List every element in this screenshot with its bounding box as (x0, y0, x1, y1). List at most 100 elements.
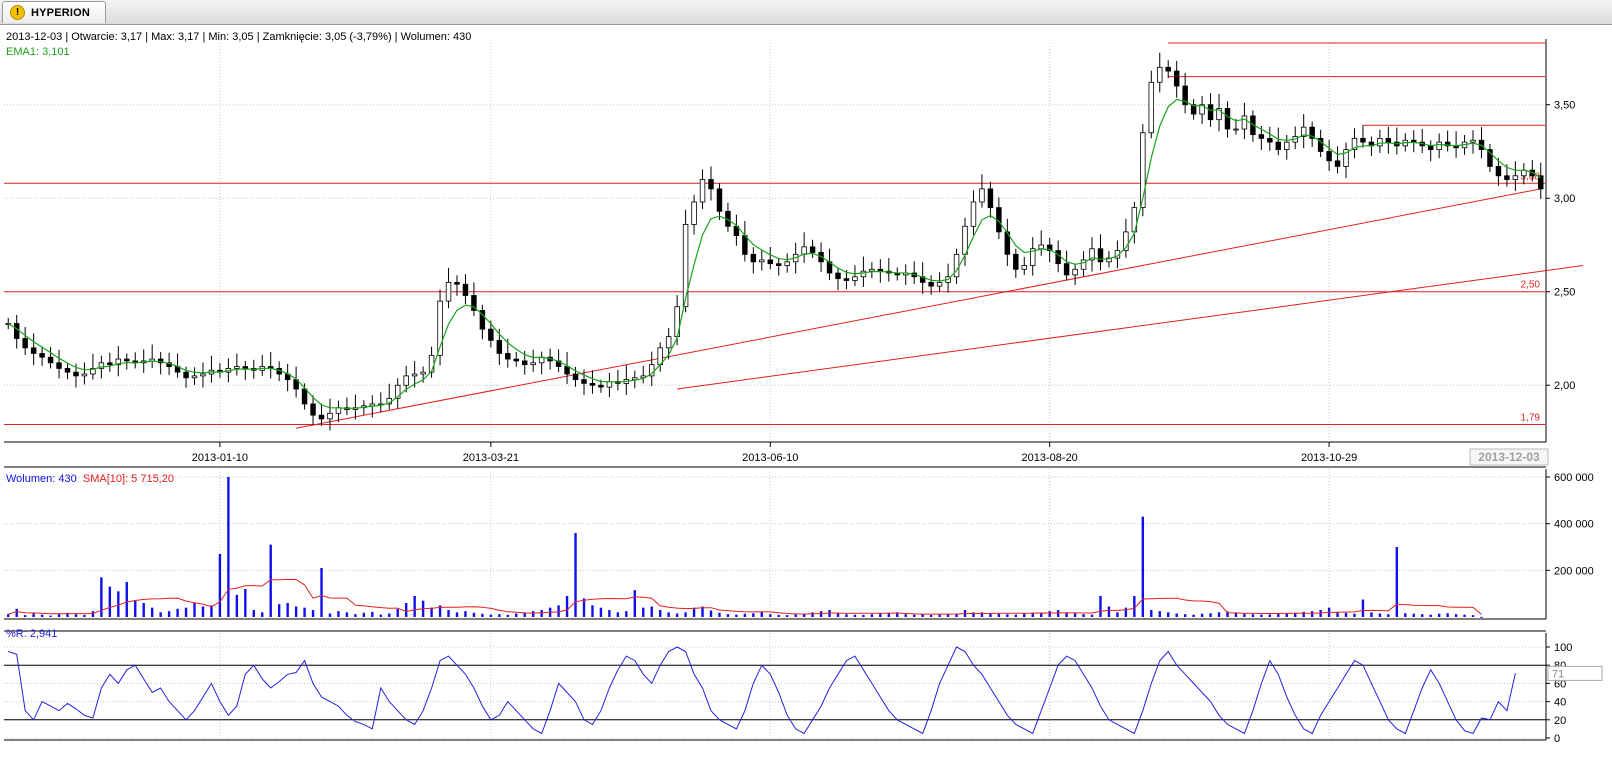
volume-bar (1167, 612, 1170, 617)
volume-bar (980, 612, 984, 617)
volume-bar (1048, 611, 1051, 617)
volume-bar (1217, 612, 1221, 617)
volume-bar (1353, 613, 1356, 617)
candle-body (521, 360, 528, 366)
volume-bar (252, 610, 255, 617)
candle-body (157, 358, 164, 364)
volume-bar (269, 544, 272, 617)
volume-bar (167, 611, 171, 617)
volume-bar (1437, 613, 1441, 617)
volume-bar (1463, 614, 1466, 617)
y-tick-label: 200 000 (1554, 565, 1594, 577)
candle-body (1267, 137, 1273, 143)
y-tick-label: 2,00 (1554, 380, 1575, 392)
volume-bar (667, 612, 670, 617)
last-date-box (1469, 448, 1549, 466)
volume-bar (650, 606, 653, 617)
candle-body (987, 188, 994, 208)
volume-bar (1099, 596, 1102, 617)
candle-body (1089, 248, 1095, 261)
candle-body (776, 263, 782, 266)
candle-body (1140, 132, 1146, 208)
volume-bar (1014, 614, 1018, 617)
candle-body (1512, 175, 1519, 180)
wr-line (8, 646, 1516, 735)
volume-bar (57, 613, 61, 617)
volume-bar (100, 577, 103, 617)
volume-bar (684, 612, 687, 617)
volume-bar (1158, 611, 1161, 617)
level-label: 3,08 (1521, 171, 1541, 182)
candle-body (318, 414, 325, 420)
volume-info: Wolumen: 430 SMA[10]: 5 715,20 (6, 473, 174, 485)
candle-body (691, 201, 697, 225)
candle-body (488, 328, 494, 341)
volume-bar (404, 603, 408, 617)
volume-bar (1133, 596, 1136, 617)
candle-body (183, 371, 189, 379)
volume-bar (616, 612, 620, 617)
candle-body (1063, 263, 1070, 276)
candle-body (598, 384, 604, 388)
level-label: 1,79 (1521, 413, 1541, 424)
volume-bar (244, 589, 247, 617)
volume-bar (1251, 614, 1255, 617)
candle-body (1013, 253, 1019, 270)
volume-bar (1310, 611, 1314, 617)
volume-bar (1183, 614, 1187, 617)
chart-area[interactable]: 2,00 2,50 3,00 3,50 2013-01-10 2013-03-21 2013… (0, 25, 1612, 767)
volume-bar (235, 594, 239, 617)
candle-body (759, 259, 765, 263)
candle-body (1106, 257, 1112, 263)
volume-bar (218, 554, 222, 617)
volume-bar (32, 613, 35, 617)
candle-body (852, 276, 858, 281)
volume-bar (1023, 613, 1026, 617)
volume-bar (955, 613, 958, 617)
candle-body (1157, 66, 1163, 83)
candle-body (648, 364, 655, 377)
volume-bar (1294, 612, 1297, 617)
volume-bar (447, 610, 450, 617)
candle-body (30, 347, 37, 354)
volume-bar (1446, 613, 1449, 617)
candle-body (1377, 137, 1383, 147)
candle-body (327, 412, 333, 420)
candle-body (1300, 126, 1307, 137)
candle-body (860, 270, 867, 278)
chart-svg[interactable]: 2,00 2,50 3,00 3,50 2013-01-10 2013-03-21 2013… (0, 25, 1612, 767)
volume-bar (735, 614, 738, 617)
y-tick-label: 3,50 (1554, 100, 1575, 112)
volume-bar (1056, 610, 1060, 617)
candle-body (606, 381, 613, 388)
candle-body (445, 281, 452, 302)
candle-body (564, 366, 570, 375)
volume-bar (1277, 613, 1280, 617)
candle-body (513, 358, 519, 362)
volume-bar (836, 612, 840, 617)
candle-body (56, 362, 62, 369)
volume-bar (777, 614, 780, 617)
candle-body (1504, 175, 1510, 180)
volume-bar (557, 605, 560, 617)
volume-bar (1200, 613, 1204, 617)
volume-bar (328, 613, 332, 617)
candle-body (335, 407, 342, 414)
volume-bar (769, 614, 772, 617)
candle-body (962, 225, 968, 255)
tab-hyperion[interactable]: ! HYPERION (2, 1, 106, 23)
candle-body (1334, 160, 1341, 167)
volume-bar (786, 615, 789, 617)
candle-body (801, 246, 807, 255)
volume-bar (379, 614, 382, 617)
volume-bar (150, 607, 154, 617)
candle-body (767, 259, 773, 265)
candle-body (394, 384, 401, 399)
candle-body (81, 373, 88, 377)
sma-value: SMA[10]: 5 715,20 (82, 473, 174, 485)
sma-line (8, 578, 1482, 615)
candle-body (73, 371, 79, 377)
candle-body (420, 371, 426, 375)
volume-bar (176, 608, 179, 617)
volume-bar (91, 611, 95, 617)
